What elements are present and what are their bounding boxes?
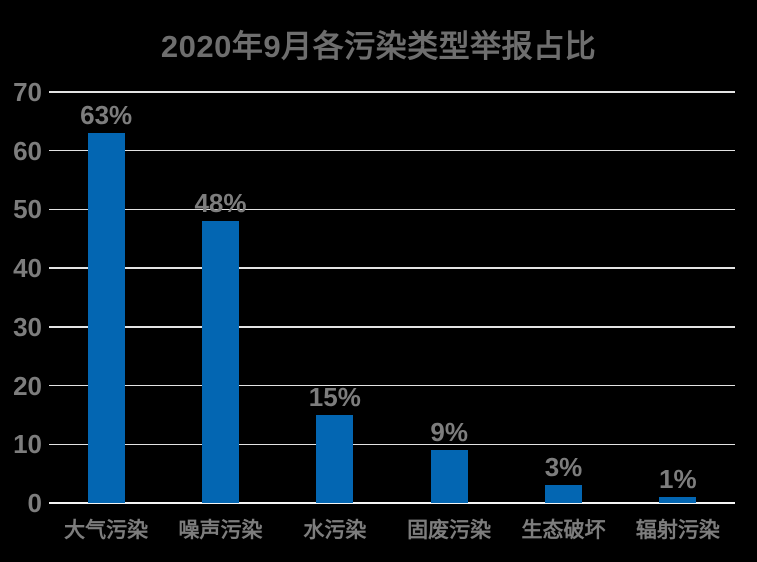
category-label: 水污染 [303,519,367,542]
category-label: 辐射污染 [635,519,720,542]
plot-area: 63% 48% 15% 9% 3% 1% [49,91,735,504]
bar [659,497,697,503]
gridline [49,267,735,269]
bar [87,133,125,503]
gridline [49,443,735,446]
y-tick-label: 10 [13,429,42,460]
data-label: 15% [308,381,361,412]
bar [202,221,239,503]
data-label: 9% [430,417,468,448]
category-label: 生态破坏 [521,519,606,542]
data-label: 63% [80,100,133,131]
y-tick-label: 50 [13,194,42,225]
gridline [49,91,735,93]
gridline [49,149,735,152]
y-tick-label: 20 [13,370,42,401]
y-tick-label: 60 [13,135,42,166]
category-label: 噪声污染 [178,519,263,542]
x-axis-line [49,502,735,504]
gridline [49,326,735,328]
category-label: 固废污染 [407,519,492,542]
bar [430,450,468,503]
data-label: 1% [659,464,697,495]
y-tick-label: 40 [13,253,42,284]
y-tick-label: 0 [27,488,42,518]
gridline [49,384,735,387]
data-label: 3% [544,452,583,483]
y-tick-label: 70 [13,77,42,107]
chart-title: 2020年9月各污染类型举报占比 [160,29,597,64]
gridline [49,208,735,211]
bar [316,414,354,503]
bar [545,485,582,503]
data-label: 48% [194,188,247,219]
category-label: 大气污染 [64,519,149,542]
y-tick-label: 30 [13,311,42,342]
